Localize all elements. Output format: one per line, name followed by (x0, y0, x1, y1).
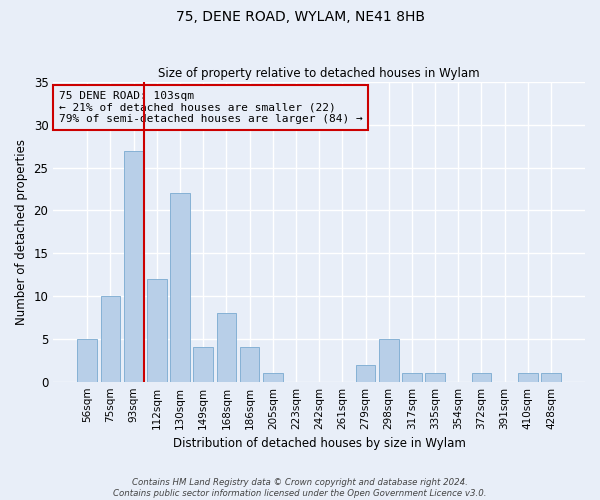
Bar (124, 150, 143, 382)
Bar (77, 339, 97, 382)
Title: Size of property relative to detached houses in Wylam: Size of property relative to detached ho… (158, 66, 480, 80)
Text: Contains HM Land Registry data © Crown copyright and database right 2024.
Contai: Contains HM Land Registry data © Crown c… (113, 478, 487, 498)
Bar (402, 373, 422, 382)
Y-axis label: Number of detached properties: Number of detached properties (15, 139, 28, 325)
Bar (193, 348, 213, 382)
Bar (472, 373, 491, 382)
Bar (240, 348, 259, 382)
Bar (541, 373, 561, 382)
X-axis label: Distribution of detached houses by size in Wylam: Distribution of detached houses by size … (173, 437, 466, 450)
Text: 75 DENE ROAD: 103sqm
← 21% of detached houses are smaller (22)
79% of semi-detac: 75 DENE ROAD: 103sqm ← 21% of detached h… (59, 91, 362, 124)
Bar (101, 296, 121, 382)
Bar (379, 339, 398, 382)
Bar (263, 373, 283, 382)
Bar (518, 373, 538, 382)
Bar (425, 373, 445, 382)
Text: 75, DENE ROAD, WYLAM, NE41 8HB: 75, DENE ROAD, WYLAM, NE41 8HB (176, 10, 425, 24)
Bar (356, 364, 376, 382)
Bar (170, 194, 190, 382)
Bar (217, 313, 236, 382)
Bar (147, 279, 167, 382)
